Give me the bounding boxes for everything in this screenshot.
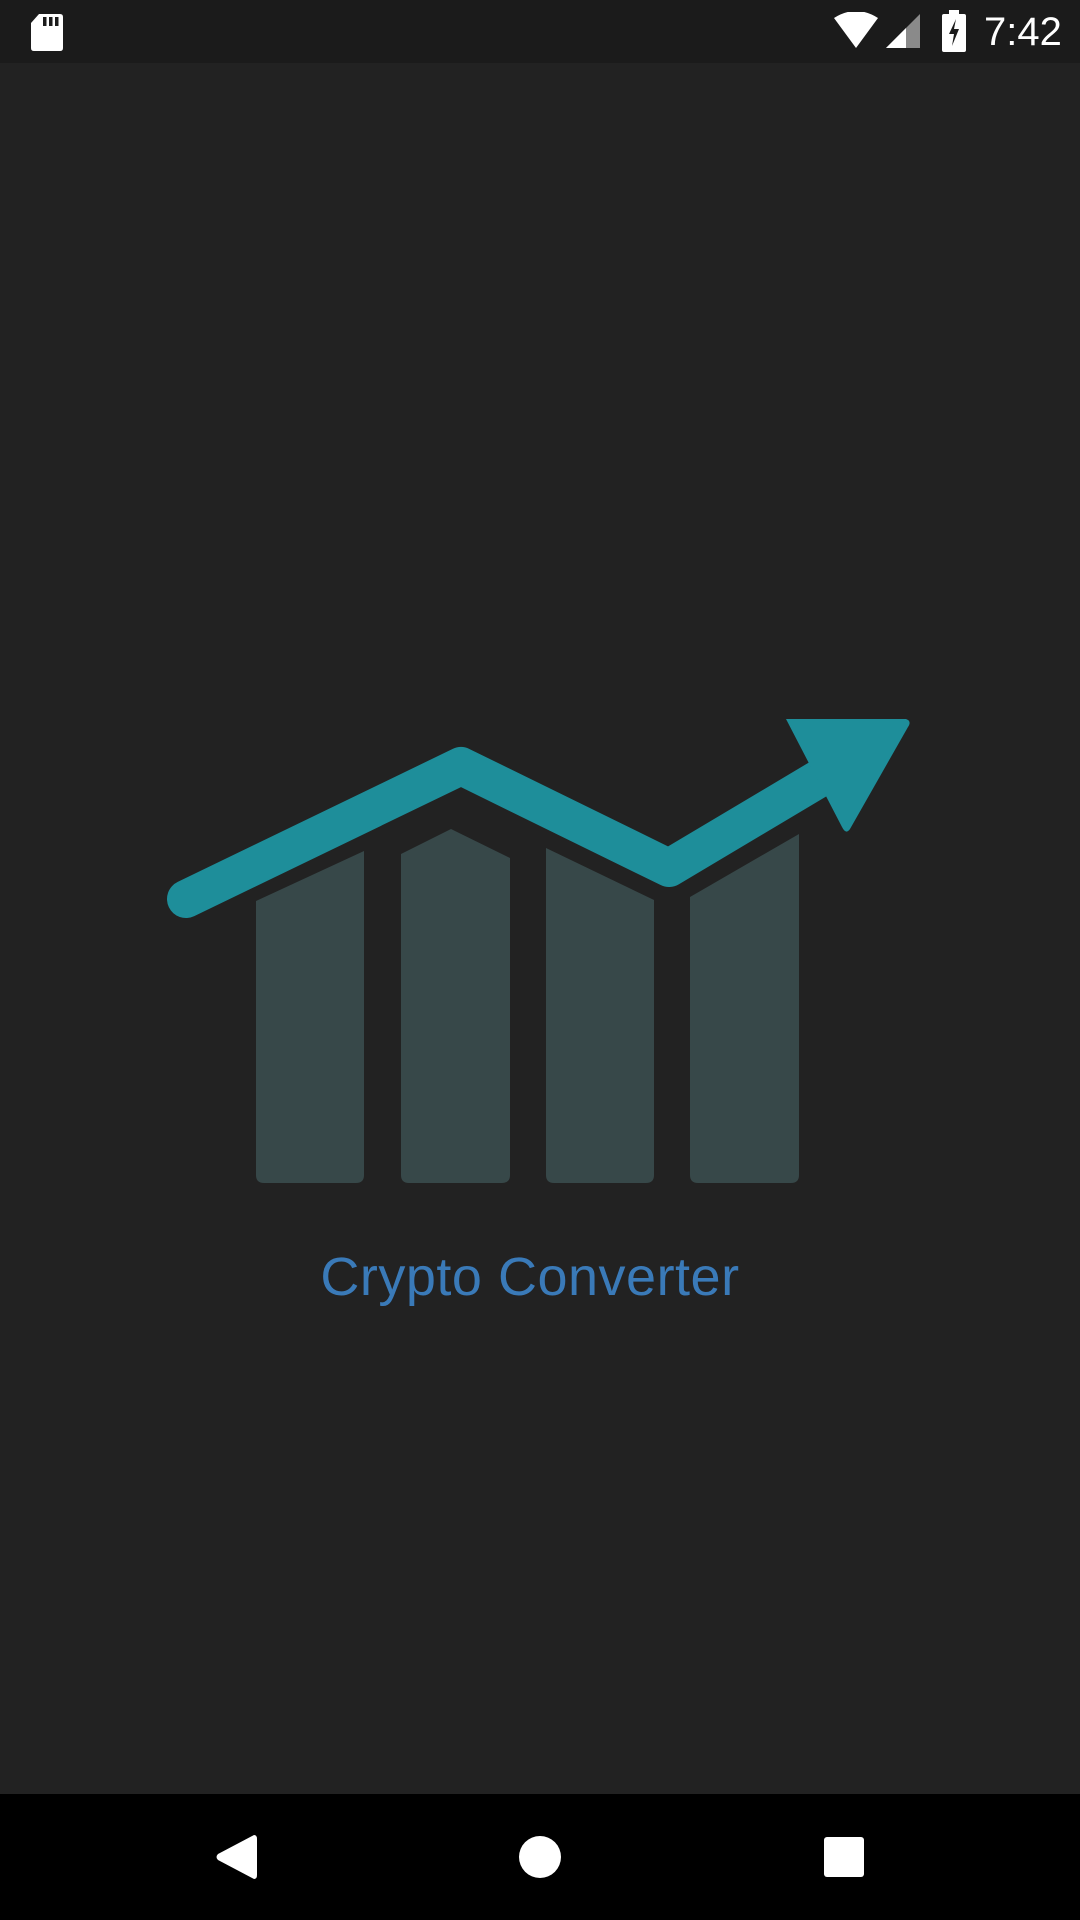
recents-button[interactable] [784,1794,904,1920]
rising-chart-logo [167,719,910,1183]
logo-bar-4 [690,834,799,1183]
battery-charging-icon [942,10,966,52]
logo-arrow-head [786,719,910,832]
back-button[interactable] [176,1794,296,1920]
splash-content: Crypto Converter [0,63,1080,1794]
status-bar: 7:42 [0,0,1080,63]
back-icon [216,1835,257,1879]
logo-bar-3 [546,848,654,1183]
logo-trend-line [167,747,839,918]
navigation-bar [0,1794,1080,1920]
status-time: 7:42 [984,10,1062,54]
logo-bar-2 [401,829,510,1183]
logo-bar-1 [256,851,364,1183]
wifi-icon [834,12,878,48]
cell-signal-icon [886,14,920,48]
home-icon [519,1836,561,1878]
recents-icon [824,1837,864,1877]
app-title: Crypto Converter [320,1247,740,1307]
sd-card-icon [31,14,63,51]
home-button[interactable] [480,1794,600,1920]
